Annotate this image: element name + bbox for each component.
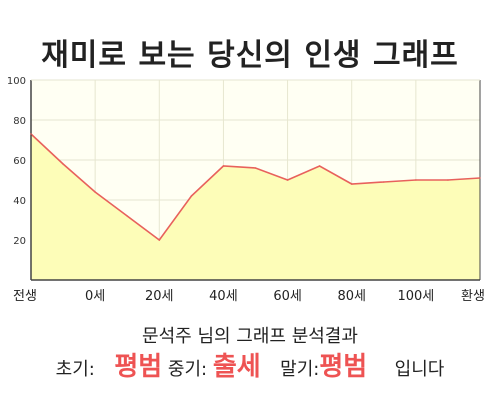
x-tick-label: 80세 bbox=[337, 289, 366, 304]
data-point bbox=[350, 183, 353, 185]
y-tick-label: 40 bbox=[13, 196, 26, 207]
data-point bbox=[447, 179, 449, 181]
result-summary: 초기: 평범 중기: 출세 말기:평범 입니다 bbox=[0, 346, 500, 383]
early-value: 평범 bbox=[114, 352, 163, 382]
x-tick-label: 40세 bbox=[209, 289, 238, 304]
x-tick-label: 100세 bbox=[397, 289, 434, 304]
data-point bbox=[126, 215, 129, 217]
data-point bbox=[158, 239, 161, 241]
life-chart: 20 40 60 80 100 전생 0세 20세 40세 60세 80세 100세 환생 bbox=[7, 76, 485, 304]
mid-label: 중기: bbox=[167, 359, 208, 380]
early-label: 초기: bbox=[55, 359, 95, 380]
data-point bbox=[190, 195, 193, 197]
data-point bbox=[62, 163, 64, 165]
data-point bbox=[415, 179, 417, 181]
area-fill bbox=[31, 134, 480, 280]
page-title: 재미로 보는 당신의 인생 그래프 bbox=[41, 38, 459, 73]
data-point bbox=[30, 133, 32, 135]
data-point bbox=[318, 165, 321, 167]
x-tick-label: 60세 bbox=[273, 289, 302, 304]
data-point bbox=[222, 165, 225, 167]
data-point bbox=[254, 167, 257, 169]
result-heading: 문석주 님의 그래프 분석결과 bbox=[142, 326, 358, 347]
y-tick-label: 80 bbox=[13, 116, 26, 127]
data-point bbox=[382, 181, 385, 183]
x-tick-label: 0세 bbox=[85, 289, 105, 304]
late-value: 평범 bbox=[319, 352, 368, 382]
data-point bbox=[479, 177, 481, 179]
y-tick-label: 60 bbox=[13, 156, 26, 167]
data-point bbox=[286, 179, 289, 181]
mid-value: 출세 bbox=[212, 352, 261, 382]
x-tick-label: 20세 bbox=[145, 289, 174, 304]
data-point bbox=[94, 191, 96, 193]
y-tick-label: 100 bbox=[7, 76, 26, 87]
x-tick-label: 전생 bbox=[13, 289, 37, 304]
ending-text: 입니다 bbox=[394, 359, 445, 380]
x-tick-label: 환생 bbox=[461, 289, 485, 304]
y-tick-label: 20 bbox=[13, 236, 26, 247]
late-label: 말기: bbox=[280, 359, 320, 380]
